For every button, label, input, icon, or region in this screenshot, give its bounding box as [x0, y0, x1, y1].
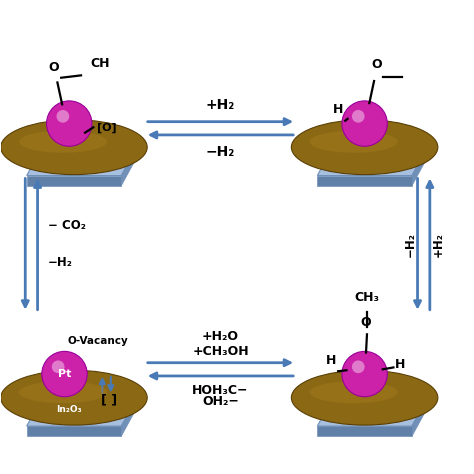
- Text: Pt: Pt: [58, 369, 71, 379]
- Text: OH₂−: OH₂−: [202, 395, 239, 408]
- Text: O: O: [48, 61, 59, 74]
- Text: [O]: [O]: [97, 123, 116, 134]
- Polygon shape: [318, 426, 412, 437]
- Polygon shape: [318, 150, 426, 175]
- Text: +CH₃OH: +CH₃OH: [192, 345, 249, 357]
- Text: −H₂: −H₂: [404, 232, 417, 256]
- Ellipse shape: [19, 131, 107, 153]
- Text: CH: CH: [90, 57, 109, 70]
- Ellipse shape: [310, 381, 398, 403]
- Polygon shape: [121, 400, 136, 437]
- Polygon shape: [27, 400, 136, 426]
- Ellipse shape: [292, 370, 438, 425]
- Text: H: H: [332, 103, 343, 117]
- Circle shape: [342, 351, 387, 397]
- Ellipse shape: [19, 381, 107, 403]
- Circle shape: [42, 351, 87, 397]
- Text: − CO₂: − CO₂: [48, 219, 86, 232]
- Circle shape: [56, 110, 69, 123]
- Ellipse shape: [0, 370, 147, 425]
- Circle shape: [352, 110, 365, 123]
- Text: +H₂: +H₂: [206, 98, 235, 112]
- Text: CH₃: CH₃: [355, 291, 380, 304]
- Ellipse shape: [310, 131, 398, 153]
- Text: H: H: [325, 354, 336, 367]
- Circle shape: [342, 101, 387, 146]
- Polygon shape: [412, 150, 426, 186]
- Text: H: H: [395, 358, 406, 371]
- Text: HOH₃C−: HOH₃C−: [192, 383, 249, 397]
- Text: −H₂: −H₂: [48, 256, 73, 270]
- Circle shape: [52, 360, 64, 373]
- Text: +H₂: +H₂: [431, 232, 444, 256]
- Polygon shape: [27, 175, 121, 186]
- Polygon shape: [121, 150, 136, 186]
- Text: O: O: [371, 58, 382, 71]
- Text: O-Vacancy: O-Vacancy: [67, 336, 128, 346]
- Polygon shape: [318, 400, 426, 426]
- Text: [ ]: [ ]: [101, 393, 118, 407]
- Text: In₂O₃: In₂O₃: [56, 405, 82, 414]
- Text: O: O: [361, 316, 371, 329]
- Circle shape: [352, 360, 365, 373]
- Polygon shape: [318, 175, 412, 186]
- Ellipse shape: [292, 120, 438, 174]
- Ellipse shape: [0, 120, 147, 174]
- Polygon shape: [27, 426, 121, 437]
- Polygon shape: [412, 400, 426, 437]
- Circle shape: [46, 101, 92, 146]
- Text: +H₂O: +H₂O: [202, 330, 239, 343]
- Polygon shape: [27, 150, 136, 175]
- Text: −H₂: −H₂: [206, 145, 235, 159]
